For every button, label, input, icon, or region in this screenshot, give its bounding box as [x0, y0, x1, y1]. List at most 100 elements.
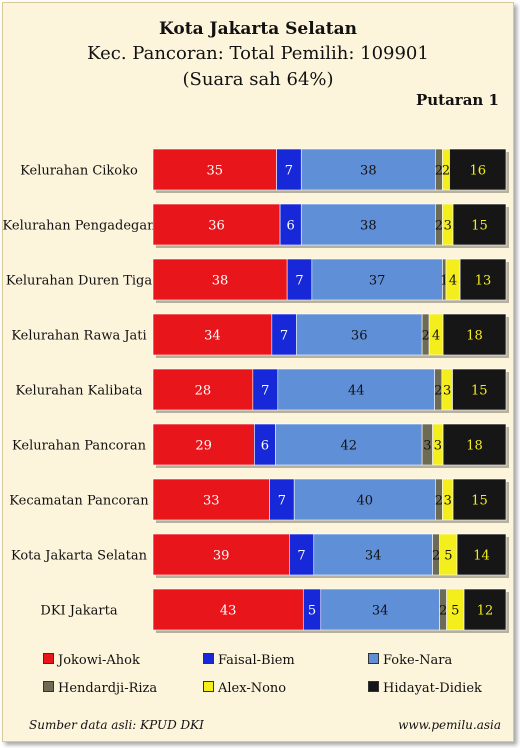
- bar-segment-hidayat-didiek: [452, 478, 507, 521]
- data-label-jokowi-ahok: 43: [220, 604, 237, 619]
- data-label-alex-nono: 4: [449, 274, 457, 289]
- legend-item-faisal-biem: Faisal-Biem: [203, 653, 295, 668]
- website-label: www.pemilu.asia: [398, 718, 501, 732]
- data-label-hendardji-riza: 2: [421, 329, 429, 344]
- data-label-foke-nara: 34: [365, 549, 382, 564]
- data-label-hendardji-riza: 1: [440, 274, 448, 289]
- data-label-faisal-biem: 7: [278, 494, 286, 509]
- bar-segment-hidayat-didiek: [442, 423, 507, 466]
- data-label-foke-nara: 42: [340, 439, 357, 454]
- legend-swatch: [368, 653, 379, 664]
- chart-frame: Kota Jakarta Selatan Kec. Pancoran: Tota…: [2, 2, 514, 742]
- bar-segment-jokowi-ahok: [152, 258, 288, 301]
- data-label-jokowi-ahok: 33: [203, 494, 220, 509]
- bar-segment-jokowi-ahok: [152, 148, 277, 191]
- bar-segment-foke-nara: [320, 588, 440, 631]
- bar-segment-faisal-biem: [286, 258, 313, 301]
- legend-label: Hendardji-Riza: [58, 681, 158, 696]
- legend-label: Hidayat-Didiek: [383, 681, 482, 696]
- data-label-alex-nono: 3: [443, 384, 451, 399]
- data-label-jokowi-ahok: 36: [208, 219, 225, 234]
- data-label-hidayat-didiek: 15: [471, 384, 488, 399]
- legend-swatch: [203, 653, 214, 664]
- bar-segment-faisal-biem: [269, 478, 295, 521]
- bar-segment-hidayat-didiek: [456, 533, 507, 576]
- data-label-jokowi-ahok: 29: [195, 439, 212, 454]
- data-label-foke-nara: 44: [348, 384, 365, 399]
- bar-segment-hidayat-didiek: [452, 368, 507, 411]
- data-label-faisal-biem: 7: [280, 329, 288, 344]
- data-label-jokowi-ahok: 34: [204, 329, 221, 344]
- legend-label: Foke-Nara: [383, 653, 453, 668]
- data-label-hidayat-didiek: 16: [469, 164, 486, 179]
- data-label-foke-nara: 40: [357, 494, 374, 509]
- bar-segment-foke-nara: [293, 478, 436, 521]
- source-note: Sumber data asli: KPUD DKI: [29, 718, 204, 732]
- data-label-hidayat-didiek: 13: [475, 274, 492, 289]
- bar-segment-hidayat-didiek: [459, 258, 507, 301]
- data-label-hendardji-riza: 2: [435, 494, 443, 509]
- data-label-hidayat-didiek: 14: [473, 549, 490, 564]
- data-label-hidayat-didiek: 18: [466, 329, 483, 344]
- data-label-faisal-biem: 7: [297, 549, 305, 564]
- category-label: Kecamatan Pancoran: [9, 494, 149, 509]
- legend-swatch: [368, 681, 379, 692]
- data-label-faisal-biem: 7: [261, 384, 269, 399]
- bar-segment-faisal-biem: [289, 533, 315, 576]
- data-label-hidayat-didiek: 15: [471, 494, 488, 509]
- legend-swatch: [203, 681, 214, 692]
- bar-segment-hidayat-didiek: [463, 588, 507, 631]
- data-label-foke-nara: 38: [360, 219, 377, 234]
- data-label-faisal-biem: 6: [287, 219, 295, 234]
- valid-votes-note: (Suara sah 64%): [182, 69, 334, 90]
- bar-segment-faisal-biem: [252, 368, 279, 411]
- legend-label: Jokowi-Ahok: [58, 653, 140, 668]
- chart-subtitle: Kec. Pancoran: Total Pemilih: 109901: [87, 43, 429, 64]
- data-label-alex-nono: 2: [442, 164, 450, 179]
- data-label-foke-nara: 38: [360, 164, 377, 179]
- bar-segment-foke-nara: [277, 368, 435, 411]
- category-label: DKI Jakarta: [40, 604, 117, 619]
- bar-segment-jokowi-ahok: [152, 368, 254, 411]
- data-label-hidayat-didiek: 15: [471, 219, 488, 234]
- data-label-hidayat-didiek: 12: [477, 604, 494, 619]
- bar-segment-hidayat-didiek: [449, 148, 507, 191]
- data-label-jokowi-ahok: 35: [207, 164, 224, 179]
- legend-item-hidayat-didiek: Hidayat-Didiek: [368, 681, 482, 696]
- data-label-faisal-biem: 7: [285, 164, 293, 179]
- bar-segment-hidayat-didiek: [452, 203, 507, 246]
- data-label-foke-nara: 37: [369, 274, 386, 289]
- data-label-hendardji-riza: 2: [434, 384, 442, 399]
- data-label-jokowi-ahok: 28: [195, 384, 212, 399]
- category-label: Kelurahan Kalibata: [15, 384, 142, 399]
- bar-segment-hidayat-didiek: [442, 313, 507, 356]
- bar-segment-jokowi-ahok: [152, 203, 281, 246]
- data-label-hendardji-riza: 2: [439, 604, 447, 619]
- legend-label: Faisal-Biem: [218, 653, 295, 668]
- data-label-foke-nara: 34: [372, 604, 389, 619]
- bar-segment-jokowi-ahok: [152, 478, 270, 521]
- data-label-hidayat-didiek: 18: [466, 439, 483, 454]
- data-label-alex-nono: 3: [434, 439, 442, 454]
- data-label-jokowi-ahok: 38: [212, 274, 229, 289]
- bar-segment-foke-nara: [300, 203, 436, 246]
- legend-swatch: [43, 653, 54, 664]
- data-label-faisal-biem: 6: [261, 439, 269, 454]
- data-label-jokowi-ahok: 39: [213, 549, 230, 564]
- category-label: Kelurahan Duren Tiga: [6, 274, 153, 289]
- data-label-alex-nono: 4: [432, 329, 440, 344]
- legend-item-foke-nara: Foke-Nara: [368, 653, 452, 668]
- legend-swatch: [43, 681, 54, 692]
- category-label: Kelurahan Pengadegan: [3, 219, 156, 234]
- legend-item-alex-nono: Alex-Nono: [203, 681, 286, 696]
- data-label-hendardji-riza: 2: [435, 164, 443, 179]
- bar-segment-faisal-biem: [271, 313, 297, 356]
- data-label-alex-nono: 3: [444, 219, 452, 234]
- category-label: Kelurahan Rawa Jati: [11, 329, 146, 344]
- bar-segment-jokowi-ahok: [152, 588, 304, 631]
- bar-segment-foke-nara: [295, 313, 423, 356]
- bar-segment-jokowi-ahok: [152, 423, 255, 466]
- bar-segment-jokowi-ahok: [152, 313, 273, 356]
- data-label-alex-nono: 3: [444, 494, 452, 509]
